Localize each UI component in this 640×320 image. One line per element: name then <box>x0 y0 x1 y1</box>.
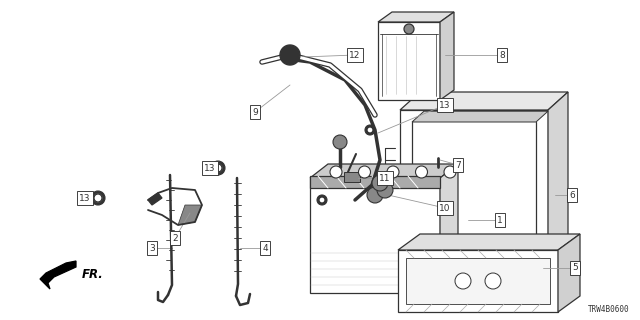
Circle shape <box>94 194 102 202</box>
Circle shape <box>280 45 300 65</box>
Text: FR.: FR. <box>82 268 104 282</box>
Text: 4: 4 <box>262 244 268 252</box>
Polygon shape <box>310 164 458 178</box>
Circle shape <box>213 163 223 173</box>
Circle shape <box>333 135 347 149</box>
Text: 5: 5 <box>572 263 578 273</box>
Circle shape <box>455 273 471 289</box>
Polygon shape <box>440 12 454 100</box>
Circle shape <box>330 166 342 178</box>
Circle shape <box>317 195 327 205</box>
Polygon shape <box>440 164 458 293</box>
Text: 2: 2 <box>172 234 178 243</box>
Circle shape <box>358 166 371 178</box>
Polygon shape <box>148 193 162 205</box>
Polygon shape <box>400 110 548 290</box>
Polygon shape <box>398 234 580 250</box>
Text: 7: 7 <box>455 161 461 170</box>
Polygon shape <box>378 12 454 22</box>
Text: 13: 13 <box>439 100 451 109</box>
Circle shape <box>93 193 103 203</box>
Polygon shape <box>398 250 558 312</box>
Polygon shape <box>378 22 440 100</box>
Polygon shape <box>412 111 548 122</box>
Circle shape <box>214 164 222 172</box>
Text: 9: 9 <box>252 108 258 116</box>
Circle shape <box>415 166 428 178</box>
Circle shape <box>365 125 375 135</box>
Polygon shape <box>558 234 580 312</box>
Polygon shape <box>178 205 202 225</box>
Text: 1: 1 <box>497 215 503 225</box>
Polygon shape <box>40 261 76 289</box>
Polygon shape <box>400 92 568 110</box>
Bar <box>344 172 360 182</box>
Text: TRW4B0600: TRW4B0600 <box>588 305 630 314</box>
Text: 10: 10 <box>439 204 451 212</box>
Text: 3: 3 <box>149 244 155 252</box>
Polygon shape <box>548 92 568 290</box>
Text: 13: 13 <box>79 194 91 203</box>
Text: 11: 11 <box>380 173 391 182</box>
Circle shape <box>367 187 383 203</box>
Circle shape <box>485 273 501 289</box>
Text: 6: 6 <box>569 190 575 199</box>
Polygon shape <box>310 176 440 188</box>
Text: 12: 12 <box>349 51 361 60</box>
Circle shape <box>372 175 388 191</box>
Circle shape <box>211 161 225 175</box>
Circle shape <box>91 191 105 205</box>
Polygon shape <box>310 178 440 293</box>
Circle shape <box>367 127 373 133</box>
Text: 8: 8 <box>499 51 505 60</box>
Circle shape <box>404 24 414 34</box>
Circle shape <box>387 166 399 178</box>
Circle shape <box>444 166 456 178</box>
Circle shape <box>319 197 325 203</box>
Text: 13: 13 <box>204 164 216 172</box>
Circle shape <box>377 182 393 198</box>
Polygon shape <box>406 258 550 304</box>
